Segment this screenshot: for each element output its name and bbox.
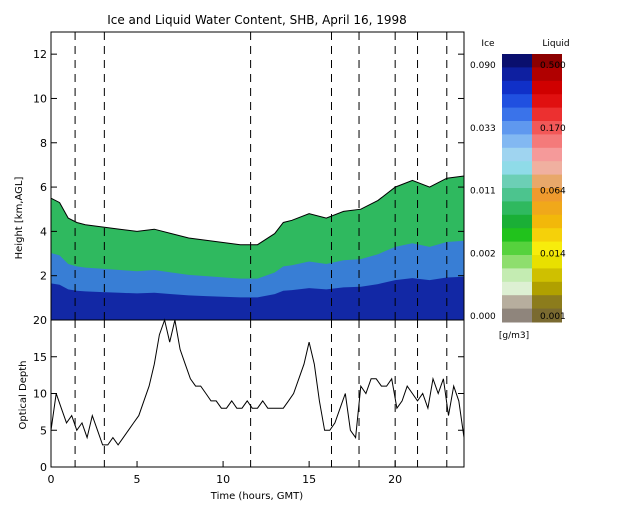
liquid-colorbar-tick-label: 0.170 [540,124,566,134]
liquid-colorbar-swatch [532,147,562,162]
liquid-colorbar-swatch [532,295,562,310]
ice-colorbar-swatch [502,80,532,95]
ice-colorbar-swatch [502,255,532,269]
ice-colorbar-swatch [502,281,532,296]
ice-colorbar-swatch [502,308,532,323]
liquid-colorbar-swatch [532,214,562,229]
time-axis-label: Time (hours, GMT) [210,491,304,502]
ice-colorbar-swatch [502,174,532,189]
liquid-colorbar-swatch [532,107,562,122]
ice-colorbar-swatch [502,214,532,229]
optical-depth-tick-label: 10 [33,388,47,401]
ice-colorbar-swatch [502,241,532,256]
optical-depth-series-line [50,318,465,446]
ice-colorbar-swatch [502,121,532,135]
liquid-colorbar-swatch [532,161,562,176]
liquid-colorbar-tick-label: 0.500 [540,61,566,71]
liquid-colorbar-swatch [532,134,562,149]
ice-colorbar-tick-label: 0.090 [470,61,496,71]
ice-colorbar-swatch [502,188,532,202]
liquid-colorbar-title: Liquid [542,39,569,49]
time-tick-label: 15 [302,473,316,486]
ice-colorbar-swatch [502,228,532,243]
ice-colorbar-swatch [502,94,532,109]
liquid-colorbar-tick-label: 0.064 [540,187,566,197]
liquid-colorbar-swatch [532,94,562,109]
optical-depth-tick-label: 15 [33,351,47,364]
ice-colorbar-swatch [502,268,532,283]
ice-colorbar-swatch [502,107,532,122]
ice-colorbar [502,54,532,323]
cloud-panel: 2 4 6 8 10 12 Height [km,AGL] [14,31,465,321]
optical-depth-panel: 0 5 10 15 20 0 5 10 15 20 Optical Depth Time (ho… [18,314,465,502]
ice-colorbar-tick-label: 0.000 [470,312,496,322]
cloud-water-fill [51,176,464,320]
ice-colorbar-ticks: 0.090 0.033 0.011 0.002 0.000 [470,61,496,322]
height-tick-label: 4 [40,225,47,238]
ice-colorbar-title: Ice [481,39,495,49]
ice-colorbar-swatch [502,295,532,310]
optical-depth-panel-frame [50,319,465,468]
ice-colorbar-tick-label: 0.011 [470,187,496,197]
time-axis-ticks: 0 5 10 15 20 [48,461,402,486]
optical-depth-tick-label: 5 [40,424,47,437]
liquid-colorbar-tick-label: 0.014 [540,249,566,259]
liquid-colorbar-swatch [532,241,562,256]
cloud-dense-layer [51,276,464,320]
ice-colorbar-tick-label: 0.033 [470,124,496,134]
height-axis-label: Height [km,AGL] [14,177,25,260]
liquid-colorbar-swatch [532,255,562,269]
optical-depth-axis-label: Optical Depth [18,361,29,430]
ice-colorbar-swatch [502,67,532,82]
liquid-colorbar [532,54,562,323]
top-dashed-lines [74,32,448,320]
liquid-colorbar-swatch [532,54,562,68]
liquid-colorbar-swatch [532,174,562,189]
liquid-colorbar-swatch [532,228,562,243]
liquid-colorbar-ticks: 0.500 0.170 0.064 0.014 0.001 [540,61,566,322]
colorbar-group: Ice Liquid 0.090 0.033 0.011 0.002 0.000 0.5… [470,39,570,341]
optical-depth-axis-ticks: 0 5 10 15 20 [33,314,464,474]
ice-colorbar-swatch [502,147,532,162]
liquid-colorbar-swatch [532,281,562,296]
height-axis-ticks: 2 4 6 8 10 12 [33,48,464,283]
chart-title: Ice and Liquid Water Content, SHB, April… [107,13,407,27]
liquid-colorbar-swatch [532,268,562,283]
time-tick-label: 0 [48,473,55,486]
height-tick-label: 10 [33,92,47,105]
liquid-colorbar-swatch [532,67,562,82]
ice-colorbar-tick-label: 0.002 [470,249,496,259]
cloud-top-contour [50,175,465,246]
ice-colorbar-swatch [502,134,532,149]
liquid-colorbar-swatch [532,308,562,323]
ice-colorbar-swatch [502,201,532,216]
time-tick-label: 10 [216,473,230,486]
liquid-colorbar-tick-label: 0.001 [540,312,566,322]
liquid-colorbar-swatch [532,80,562,95]
colorbar-unit: [g/m3] [499,331,529,341]
liquid-colorbar-swatch [532,121,562,135]
liquid-colorbar-swatch [532,201,562,216]
optical-depth-tick-label: 20 [33,314,47,327]
time-tick-label: 5 [134,473,141,486]
height-tick-label: 8 [40,137,47,150]
height-tick-label: 12 [33,48,47,61]
ice-colorbar-swatch [502,54,532,68]
time-tick-label: 20 [388,473,402,486]
ice-colorbar-swatch [502,161,532,176]
height-tick-label: 2 [40,270,47,283]
liquid-colorbar-swatch [532,188,562,202]
height-tick-label: 6 [40,181,47,194]
optical-depth-tick-label: 0 [40,461,47,474]
bottom-dashed-lines [74,320,448,467]
